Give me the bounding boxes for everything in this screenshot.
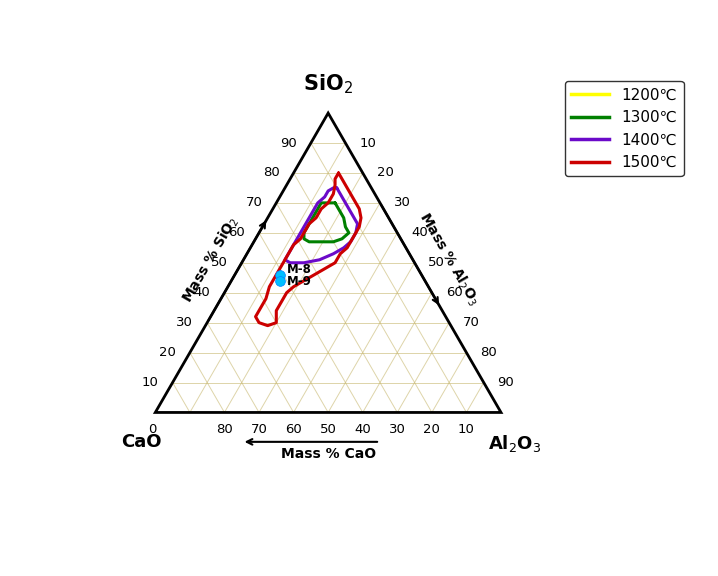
Text: 70: 70 — [463, 316, 480, 329]
Text: 30: 30 — [177, 316, 193, 329]
Text: 60: 60 — [446, 286, 462, 299]
Text: 90: 90 — [280, 137, 297, 150]
Text: 50: 50 — [429, 256, 445, 269]
Text: Mass % SiO$_2$: Mass % SiO$_2$ — [179, 213, 243, 306]
Text: Mass % CaO: Mass % CaO — [281, 447, 376, 461]
Text: 70: 70 — [251, 423, 267, 436]
Text: 30: 30 — [394, 196, 411, 210]
Text: CaO: CaO — [121, 433, 162, 451]
Text: 70: 70 — [246, 196, 263, 210]
Text: 0: 0 — [148, 423, 156, 436]
Text: SiO$_2$: SiO$_2$ — [303, 72, 353, 96]
Text: 80: 80 — [216, 423, 233, 436]
Text: 80: 80 — [480, 346, 497, 359]
Text: M-9: M-9 — [286, 275, 312, 288]
Text: 20: 20 — [424, 423, 440, 436]
Text: 80: 80 — [263, 166, 280, 180]
Text: Mass % Al$_2$O$_3$: Mass % Al$_2$O$_3$ — [416, 210, 483, 309]
Text: 60: 60 — [285, 423, 302, 436]
Text: 90: 90 — [498, 376, 514, 389]
Text: 10: 10 — [359, 137, 376, 150]
Text: 40: 40 — [411, 226, 428, 239]
Text: 30: 30 — [389, 423, 406, 436]
Text: 20: 20 — [376, 166, 393, 180]
Text: 40: 40 — [355, 423, 371, 436]
Text: 50: 50 — [211, 256, 228, 269]
Text: 60: 60 — [228, 226, 245, 239]
Text: 50: 50 — [320, 423, 337, 436]
Text: 40: 40 — [194, 286, 210, 299]
Text: Al$_2$O$_3$: Al$_2$O$_3$ — [488, 433, 541, 454]
Text: 10: 10 — [142, 376, 159, 389]
Text: 10: 10 — [458, 423, 475, 436]
Text: 20: 20 — [159, 346, 176, 359]
Text: M-8: M-8 — [286, 263, 312, 276]
Legend: 1200℃, 1300℃, 1400℃, 1500℃: 1200℃, 1300℃, 1400℃, 1500℃ — [565, 81, 684, 176]
